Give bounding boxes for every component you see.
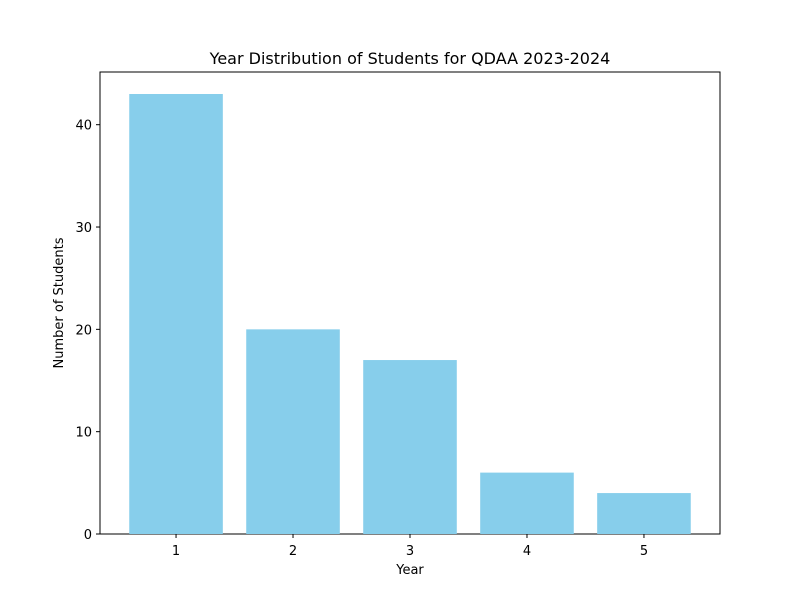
y-axis-label: Number of Students [52,237,67,368]
x-axis: 1 2 3 4 5 [172,534,648,559]
bar-year-2 [246,329,340,534]
bar-year-4 [480,472,574,534]
y-axis: 0 10 20 30 40 [75,119,100,543]
chart-title: Year Distribution of Students for QDAA 2… [209,49,611,68]
bar-year-1 [129,94,223,534]
y-tick-label: 10 [75,426,92,441]
y-tick-label: 30 [75,221,92,236]
x-tick-label: 4 [523,544,531,559]
y-tick-label: 20 [75,323,92,338]
x-tick-label: 1 [172,544,180,559]
bar-year-3 [363,360,457,534]
y-tick-label: 40 [75,119,92,134]
x-tick-label: 3 [406,544,414,559]
x-axis-label: Year [395,563,424,578]
y-tick-label: 0 [84,528,92,543]
x-tick-label: 5 [640,544,648,559]
plot-area [99,71,721,535]
x-tick-label: 2 [289,544,297,559]
bars [129,94,691,534]
bar-year-5 [597,493,691,534]
